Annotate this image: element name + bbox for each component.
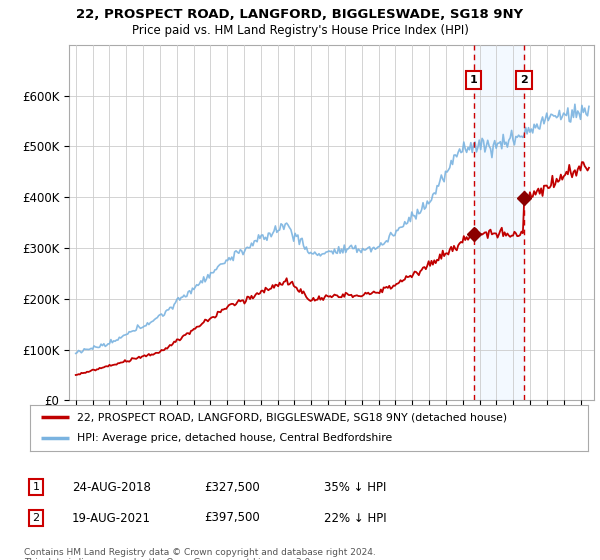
Text: £327,500: £327,500 — [204, 480, 260, 494]
Bar — [473, 45, 524, 400]
Text: 22, PROSPECT ROAD, LANGFORD, BIGGLESWADE, SG18 9NY (detached house): 22, PROSPECT ROAD, LANGFORD, BIGGLESWADE… — [77, 412, 508, 422]
Text: 35% ↓ HPI: 35% ↓ HPI — [324, 480, 386, 494]
Text: 24-AUG-2018: 24-AUG-2018 — [72, 480, 151, 494]
Text: 2: 2 — [520, 76, 528, 85]
Text: 22% ↓ HPI: 22% ↓ HPI — [324, 511, 386, 525]
Text: 2: 2 — [32, 513, 40, 523]
Text: Price paid vs. HM Land Registry's House Price Index (HPI): Price paid vs. HM Land Registry's House … — [131, 24, 469, 36]
Text: 1: 1 — [470, 76, 478, 85]
Text: HPI: Average price, detached house, Central Bedfordshire: HPI: Average price, detached house, Cent… — [77, 433, 392, 444]
Text: 22, PROSPECT ROAD, LANGFORD, BIGGLESWADE, SG18 9NY: 22, PROSPECT ROAD, LANGFORD, BIGGLESWADE… — [76, 8, 524, 21]
Text: Contains HM Land Registry data © Crown copyright and database right 2024.
This d: Contains HM Land Registry data © Crown c… — [24, 548, 376, 560]
Text: 1: 1 — [32, 482, 40, 492]
Text: 19-AUG-2021: 19-AUG-2021 — [72, 511, 151, 525]
Text: £397,500: £397,500 — [204, 511, 260, 525]
